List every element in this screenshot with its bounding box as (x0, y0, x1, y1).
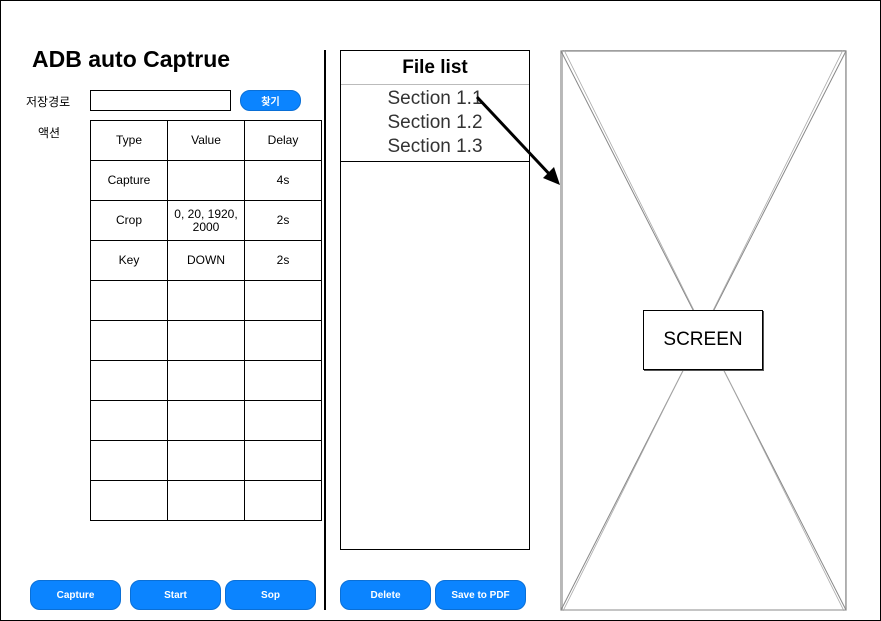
arrow-icon (475, 95, 560, 185)
table-row[interactable] (90, 280, 322, 321)
cell-value[interactable] (167, 280, 245, 321)
table-row[interactable] (90, 480, 322, 521)
file-list-title: File list (341, 51, 529, 85)
cell-value[interactable] (167, 400, 245, 441)
actions-label: 액션 (38, 126, 61, 140)
cell-delay[interactable] (244, 360, 322, 401)
cell-value[interactable]: DOWN (167, 240, 245, 281)
arrow-line (475, 95, 555, 180)
cell-value[interactable] (167, 360, 245, 401)
cell-value[interactable] (167, 160, 245, 201)
actions-table: Type Value Delay Capture 4s Crop 0, 20, … (90, 120, 322, 521)
file-list-panel: File list Section 1.1 Section 1.2 Sectio… (340, 50, 530, 550)
cell-type[interactable] (90, 320, 168, 361)
cell-type[interactable] (90, 480, 168, 521)
cell-delay[interactable]: 4s (244, 160, 322, 201)
cell-type[interactable]: Capture (90, 160, 168, 201)
cell-delay[interactable] (244, 400, 322, 441)
cell-type[interactable] (90, 400, 168, 441)
arrow-head (543, 167, 560, 185)
cell-delay[interactable] (244, 440, 322, 481)
stop-button[interactable]: Sop (225, 580, 316, 610)
column-header-value: Value (167, 120, 245, 161)
save-path-label: 저장경로 (26, 95, 71, 109)
panel-divider (324, 50, 326, 610)
start-button[interactable]: Start (130, 580, 221, 610)
app-title: ADB auto Captrue (32, 46, 231, 72)
table-row[interactable] (90, 320, 322, 361)
cell-type[interactable]: Crop (90, 200, 168, 241)
file-list-item[interactable]: Section 1.3 (387, 136, 483, 157)
cell-delay[interactable]: 2s (244, 200, 322, 241)
file-list-items: Section 1.1 Section 1.2 Section 1.3 (341, 85, 529, 162)
table-row[interactable] (90, 440, 322, 481)
file-list-item[interactable]: Section 1.2 (387, 112, 483, 133)
cell-value[interactable] (167, 320, 245, 361)
delete-button[interactable]: Delete (340, 580, 431, 610)
column-header-type: Type (90, 120, 168, 161)
cell-type[interactable] (90, 440, 168, 481)
cell-delay[interactable]: 2s (244, 240, 322, 281)
table-row[interactable] (90, 400, 322, 441)
find-button[interactable]: 찾기 (240, 90, 301, 111)
save-path-input[interactable] (90, 90, 231, 111)
cell-value[interactable]: 0, 20, 1920, 2000 (167, 200, 245, 241)
table-row[interactable]: Capture 4s (90, 160, 322, 201)
table-row[interactable] (90, 360, 322, 401)
screen-frame-sketch (562, 50, 846, 611)
column-header-delay: Delay (244, 120, 322, 161)
capture-button[interactable]: Capture (30, 580, 121, 610)
table-header-row: Type Value Delay (90, 120, 322, 161)
save-to-pdf-button[interactable]: Save to PDF (435, 580, 526, 610)
table-row[interactable]: Key DOWN 2s (90, 240, 322, 281)
cell-delay[interactable] (244, 480, 322, 521)
table-row[interactable]: Crop 0, 20, 1920, 2000 2s (90, 200, 322, 241)
cell-value[interactable] (167, 440, 245, 481)
cell-type[interactable]: Key (90, 240, 168, 281)
cell-delay[interactable] (244, 280, 322, 321)
file-list-item[interactable]: Section 1.1 (387, 88, 483, 109)
screen-label: SCREEN (643, 310, 763, 370)
cell-type[interactable] (90, 360, 168, 401)
cell-delay[interactable] (244, 320, 322, 361)
cell-type[interactable] (90, 280, 168, 321)
cell-value[interactable] (167, 480, 245, 521)
